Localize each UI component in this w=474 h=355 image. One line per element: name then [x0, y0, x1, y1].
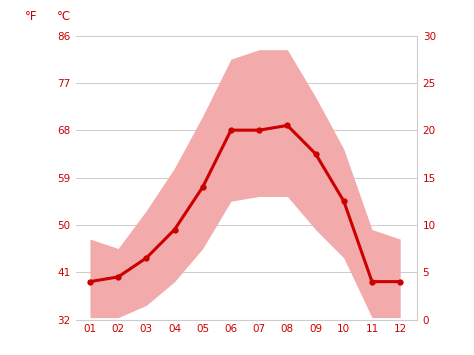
Text: °C: °C — [57, 10, 71, 23]
Text: °F: °F — [25, 10, 37, 23]
